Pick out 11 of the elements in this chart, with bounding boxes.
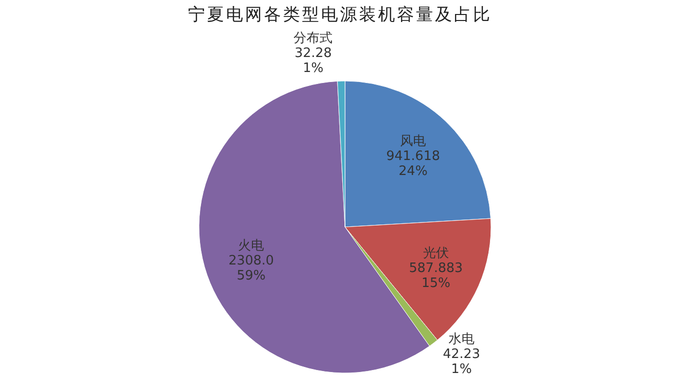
slice-label: 光伏 (422, 246, 449, 261)
data-label: 32.28 1% (294, 46, 332, 76)
chart-title: 宁夏电网各类型电源装机容量及占比 (188, 5, 492, 25)
data-label: 42.23 1% (442, 347, 480, 378)
data-label: 2308.0 59% (228, 254, 274, 284)
slice-label: 分布式 (294, 31, 333, 46)
slice-label: 水电 (448, 332, 474, 348)
data-label: 587.883 15% (409, 260, 463, 291)
slice-label: 火电 (238, 238, 264, 254)
data-label: 941.618 24% (386, 148, 440, 179)
slice-label: 风电 (400, 134, 426, 149)
